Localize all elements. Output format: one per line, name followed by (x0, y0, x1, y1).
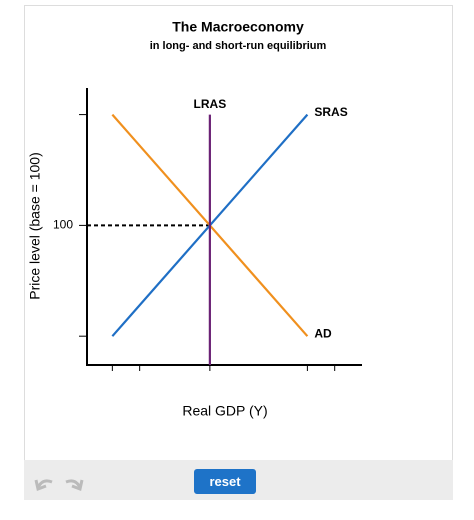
undo-icon[interactable] (34, 479, 53, 492)
chart-subtitle: in long- and short-run equilibrium (150, 40, 327, 52)
x-axis-label: Real GDP (Y) (182, 403, 267, 419)
redo-icon[interactable] (65, 479, 84, 492)
series-label: AD (314, 326, 332, 340)
panel (24, 5, 453, 461)
series-label: SRAS (314, 105, 347, 119)
reset-button[interactable]: reset (194, 469, 256, 494)
chart-title: The Macroeconomy (172, 19, 304, 35)
y-axis-label: Price level (base = 100) (27, 152, 43, 299)
series-label: LRAS (194, 97, 227, 111)
y-tick-label: 100 (53, 218, 73, 232)
